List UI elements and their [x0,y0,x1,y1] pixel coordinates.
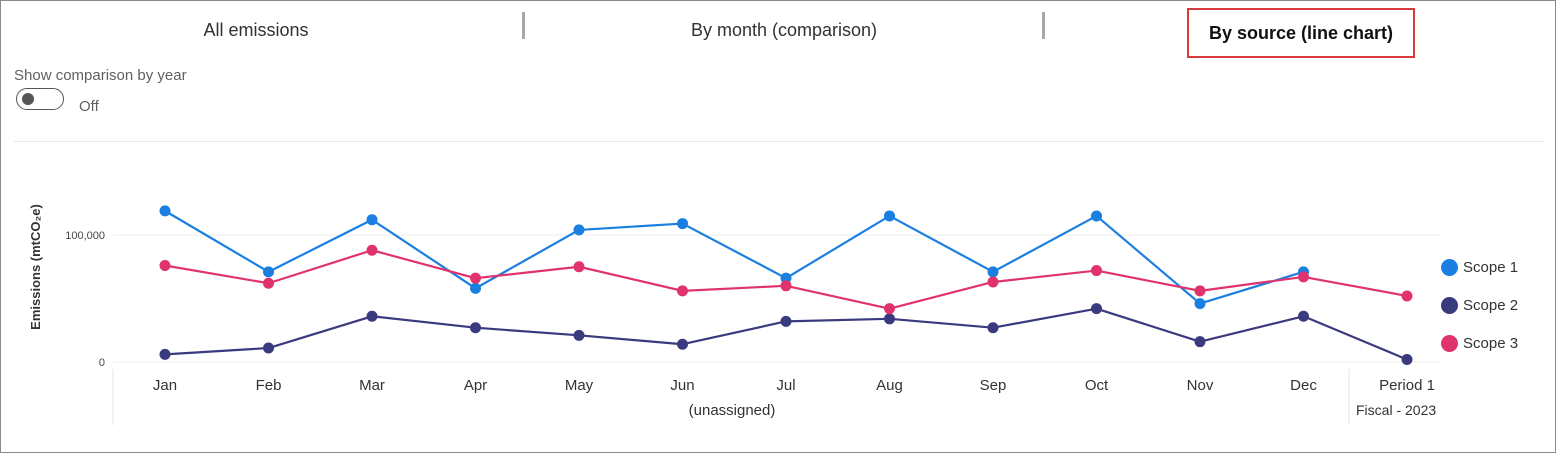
tab-by-source[interactable]: By source (line chart) [1187,8,1415,58]
data-point-scope-3 [1091,265,1102,277]
tab-separator [1042,12,1045,39]
x-tick-label: Sep [980,377,1007,394]
comparison-toggle-label: Show comparison by year [14,67,187,84]
data-point-scope-3 [780,280,792,292]
legend-marker [1441,334,1458,352]
divider [14,141,1544,142]
data-point-scope-2 [1401,353,1413,365]
data-point-scope-1 [366,214,378,226]
tab-all-emissions[interactable]: All emissions [203,19,309,40]
data-point-scope-3 [987,276,999,288]
data-point-scope-2 [884,313,895,325]
x-tick-label: Jun [670,377,694,394]
data-point-scope-1 [884,210,895,222]
data-point-scope-1 [1091,210,1102,222]
y-axis-title: Emissions (mtCO₂e) [28,204,43,330]
x-group-label: (unassigned) [689,402,776,419]
legend-item-scope-2[interactable]: Scope 2 [1441,286,1518,324]
data-point-scope-2 [470,322,481,334]
toggle-state-text: Off [79,98,99,115]
data-point-scope-3 [573,261,585,273]
data-point-scope-1 [1194,298,1206,310]
legend-item-scope-3[interactable]: Scope 3 [1441,324,1518,362]
data-point-scope-2 [1298,310,1309,322]
data-point-scope-2 [159,348,171,360]
comparison-toggle[interactable] [16,88,64,110]
toggle-knob [22,93,34,105]
data-point-scope-1 [470,282,481,294]
data-point-scope-3 [470,272,481,284]
x-tick-label: May [565,377,594,394]
legend-label: Scope 2 [1463,296,1519,314]
data-point-scope-3 [884,303,895,315]
x-tick-label: Nov [1187,377,1214,394]
y-tick-label: 100,000 [65,230,105,242]
data-point-scope-2 [987,322,999,334]
data-point-scope-3 [366,244,378,256]
data-point-scope-1 [677,218,688,230]
x-tick-label: Jan [153,377,177,394]
legend-item-scope-1[interactable]: Scope 1 [1441,248,1518,286]
x-tick-label: Oct [1085,377,1109,394]
data-point-scope-1 [987,266,999,278]
legend-marker [1441,296,1458,314]
data-point-scope-3 [159,259,171,271]
legend-marker [1441,258,1458,276]
data-point-scope-2 [366,310,378,322]
x-tick-label: Feb [256,377,282,394]
data-point-scope-2 [263,342,274,354]
series-line-scope-1 [164,209,1304,305]
data-point-scope-3 [263,277,274,289]
x-group-label: Fiscal - 2023 [1356,402,1436,418]
y-tick-label: 0 [99,357,105,369]
tab-by-month[interactable]: By month (comparison) [690,19,878,40]
data-point-scope-3 [1194,285,1206,297]
data-point-scope-2 [780,315,792,327]
legend-label: Scope 3 [1463,334,1519,352]
x-tick-label: Mar [359,377,385,394]
data-point-scope-1 [159,205,171,217]
data-point-scope-3 [1298,271,1309,283]
data-point-scope-3 [1401,290,1413,302]
data-point-scope-2 [573,329,585,341]
tab-separator [522,12,525,39]
x-tick-label: Apr [464,377,487,394]
data-point-scope-2 [1091,303,1102,315]
data-point-scope-1 [780,272,792,284]
chart-legend: Scope 1 Scope 2 Scope 3 [1441,248,1518,362]
x-tick-label: Aug [876,377,903,394]
x-tick-label: Period 1 [1379,377,1435,394]
x-tick-label: Jul [776,377,795,394]
data-point-scope-2 [1194,336,1206,348]
data-point-scope-1 [263,266,274,278]
data-point-scope-3 [677,285,688,297]
legend-label: Scope 1 [1463,258,1519,276]
x-tick-label: Dec [1290,377,1317,394]
view-tabs: All emissions By month (comparison) By s… [0,0,1556,60]
data-point-scope-2 [677,338,688,350]
data-point-scope-1 [573,224,585,236]
